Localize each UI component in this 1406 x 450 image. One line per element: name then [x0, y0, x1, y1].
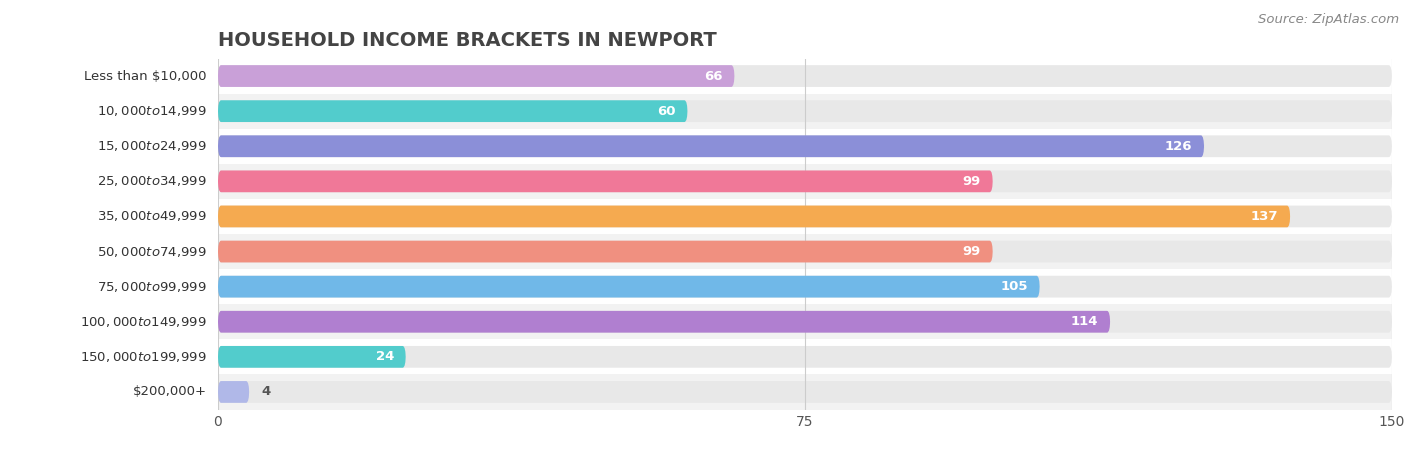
- Text: Source: ZipAtlas.com: Source: ZipAtlas.com: [1258, 14, 1399, 27]
- Bar: [218, 304, 1392, 339]
- Bar: [218, 374, 1392, 410]
- Bar: [218, 339, 1392, 374]
- Bar: [218, 58, 1392, 94]
- FancyBboxPatch shape: [218, 100, 1392, 122]
- FancyBboxPatch shape: [218, 65, 734, 87]
- Bar: [218, 234, 1392, 269]
- FancyBboxPatch shape: [218, 276, 1040, 297]
- Text: 24: 24: [375, 351, 394, 363]
- FancyBboxPatch shape: [218, 171, 993, 192]
- Text: Less than $10,000: Less than $10,000: [84, 70, 207, 82]
- Text: $25,000 to $34,999: $25,000 to $34,999: [97, 174, 207, 189]
- Text: HOUSEHOLD INCOME BRACKETS IN NEWPORT: HOUSEHOLD INCOME BRACKETS IN NEWPORT: [218, 31, 717, 50]
- Text: 99: 99: [963, 245, 981, 258]
- Text: 105: 105: [1001, 280, 1028, 293]
- FancyBboxPatch shape: [218, 206, 1392, 227]
- FancyBboxPatch shape: [218, 241, 1392, 262]
- FancyBboxPatch shape: [218, 171, 1392, 192]
- FancyBboxPatch shape: [218, 346, 1392, 368]
- Text: $75,000 to $99,999: $75,000 to $99,999: [97, 279, 207, 294]
- Text: $10,000 to $14,999: $10,000 to $14,999: [97, 104, 207, 118]
- Text: $50,000 to $74,999: $50,000 to $74,999: [97, 244, 207, 259]
- Text: 114: 114: [1071, 315, 1098, 328]
- Text: 66: 66: [704, 70, 723, 82]
- FancyBboxPatch shape: [218, 135, 1204, 157]
- FancyBboxPatch shape: [218, 381, 1392, 403]
- Bar: [218, 129, 1392, 164]
- Text: 99: 99: [963, 175, 981, 188]
- FancyBboxPatch shape: [218, 206, 1291, 227]
- Bar: [218, 199, 1392, 234]
- Text: 60: 60: [657, 105, 676, 117]
- Bar: [218, 164, 1392, 199]
- Text: 126: 126: [1164, 140, 1192, 153]
- Text: $15,000 to $24,999: $15,000 to $24,999: [97, 139, 207, 153]
- FancyBboxPatch shape: [218, 100, 688, 122]
- Bar: [218, 94, 1392, 129]
- Text: 4: 4: [262, 386, 270, 398]
- FancyBboxPatch shape: [218, 311, 1111, 333]
- FancyBboxPatch shape: [218, 241, 993, 262]
- Text: 137: 137: [1251, 210, 1278, 223]
- Text: $150,000 to $199,999: $150,000 to $199,999: [80, 350, 207, 364]
- Text: $100,000 to $149,999: $100,000 to $149,999: [80, 315, 207, 329]
- Bar: [218, 269, 1392, 304]
- FancyBboxPatch shape: [218, 65, 1392, 87]
- FancyBboxPatch shape: [218, 381, 249, 403]
- FancyBboxPatch shape: [218, 311, 1392, 333]
- FancyBboxPatch shape: [218, 276, 1392, 297]
- FancyBboxPatch shape: [218, 135, 1392, 157]
- Text: $200,000+: $200,000+: [132, 386, 207, 398]
- FancyBboxPatch shape: [218, 346, 406, 368]
- Text: $35,000 to $49,999: $35,000 to $49,999: [97, 209, 207, 224]
